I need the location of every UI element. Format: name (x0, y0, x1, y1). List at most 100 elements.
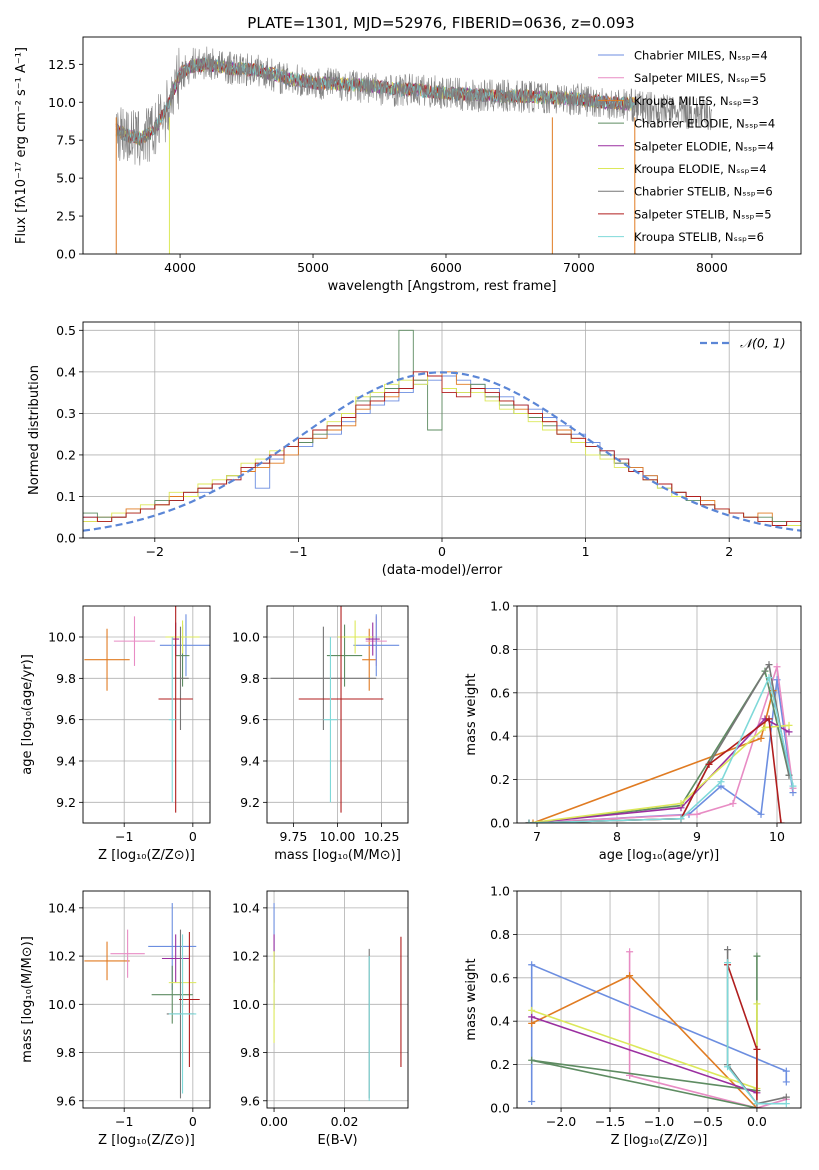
x-axis-label: mass [log₁₀(M/M⊙)] (274, 848, 401, 863)
x-tick-label: 1 (582, 544, 590, 559)
series-marker (529, 819, 537, 823)
plot-area (270, 606, 400, 813)
y-tick-label: 0.4 (490, 1014, 510, 1029)
series-marker (626, 948, 634, 956)
series-line (528, 675, 794, 823)
series-marker (757, 810, 765, 818)
y-tick-label: 0.6 (490, 970, 510, 985)
y-tick-label: 10.2 (232, 949, 260, 964)
series-line (528, 724, 790, 823)
y-tick-label: 9.2 (56, 795, 76, 810)
series-line (531, 1016, 758, 1094)
errorbar-point (168, 934, 197, 1094)
legend-label: Kroupa ELODIE, Nₛₛₚ=4 (634, 162, 767, 176)
x-tick-label: 7000 (563, 260, 595, 275)
series-marker (626, 972, 634, 980)
series-marker (528, 1097, 536, 1105)
series-marker (724, 959, 732, 967)
axes-frame (516, 605, 802, 824)
x-tick-label: 4000 (164, 260, 196, 275)
axes-frame (266, 605, 409, 824)
x-tick-label: −2.0 (546, 1114, 576, 1129)
legend-label: Kroupa STELIB, Nₛₛₚ=6 (634, 230, 764, 244)
series-marker (753, 1100, 761, 1108)
series-marker (677, 799, 685, 807)
series-marker (782, 1093, 790, 1101)
series-marker (528, 1019, 536, 1027)
errorbar-point (298, 606, 384, 813)
y-tick-label: 9.8 (56, 1045, 76, 1060)
y-tick-label: 0.0 (490, 816, 510, 831)
gaussian-curve (83, 371, 801, 532)
plot-area (84, 903, 200, 1099)
y-tick-label: 10.0 (48, 95, 76, 110)
legend-label: Chabrier STELIB, Nₛₛₚ=6 (634, 185, 773, 199)
y-tick-label: 10.2 (48, 949, 76, 964)
axes-frame (82, 890, 211, 1109)
panel-massweight-vs-Z: −2.0 −1.5 −1.0 −0.5 0.0 0.0 0.2 0.4 0.6 0.8 1.0 Z [… (464, 884, 802, 1148)
plot-area (273, 903, 402, 1101)
errorbar-point (168, 637, 176, 803)
y-tick-label: 0.1 (56, 489, 76, 504)
errorbar-point (110, 929, 145, 978)
errorbar-point (353, 614, 400, 677)
plot-area (115, 46, 713, 254)
axes-frame (266, 890, 409, 1109)
legend-label: 𝒩(0, 1) (740, 336, 786, 351)
data-line (115, 46, 713, 166)
series-marker (789, 782, 797, 790)
panel-massweight-vs-age: 7 8 9 10 0.0 0.2 0.4 0.6 0.8 1.0 age [log₁₀(age/yr… (464, 599, 802, 863)
y-axis-label: mass [log₁₀(M/M⊙)] (20, 936, 35, 1063)
panel-age-vs-mass: 9.75 10.00 10.25 9.2 9.4 9.6 9.8 10.0 mass [log₁… (232, 605, 409, 863)
y-tick-label: 0.0 (56, 531, 76, 546)
y-tick-label: 0.3 (56, 406, 76, 421)
y-tick-label: 0.6 (490, 685, 510, 700)
y-tick-label: 0.4 (490, 729, 510, 744)
y-tick-label: 9.8 (240, 1045, 260, 1060)
x-axis-label: Z [log₁₀(Z/Z⊙)] (98, 848, 195, 863)
y-tick-label: 0.5 (56, 323, 76, 338)
y-axis-label: Flux [fλ10⁻¹⁷ erg cm⁻² s⁻¹ A⁻¹] (14, 47, 29, 244)
y-tick-label: 9.4 (240, 754, 260, 769)
x-tick-label: 0.0 (747, 1114, 767, 1129)
series-marker (693, 810, 701, 818)
figure-title: PLATE=1301, MJD=52976, FIBERID=0636, z=0… (247, 14, 634, 32)
x-tick-label: 0.02 (331, 1114, 359, 1129)
x-tick-label: 8 (613, 829, 621, 844)
axes-frame (82, 321, 802, 539)
series-line (528, 662, 790, 823)
y-tick-label: 0.0 (56, 247, 76, 262)
series-line (528, 717, 790, 823)
series-marker (782, 1078, 790, 1086)
series-marker (765, 715, 773, 723)
y-tick-label: 0.2 (490, 1057, 510, 1072)
panel-residuals: −2 −1 0 1 2 0.0 0.1 0.2 0.3 0.4 0.5 (data-model)/er… (27, 321, 802, 578)
x-tick-label: −0.5 (693, 1114, 723, 1129)
y-tick-label: 10.0 (48, 997, 76, 1012)
x-tick-label: 6000 (430, 260, 462, 275)
y-tick-label: 0.0 (490, 1101, 510, 1116)
plot-area (84, 606, 210, 813)
series-marker (785, 728, 793, 736)
errorbar-point (113, 616, 156, 666)
series-marker (528, 1006, 536, 1014)
series-marker (724, 1063, 732, 1071)
series-marker (717, 778, 725, 786)
errorbar-point (158, 606, 193, 813)
series-marker (782, 1100, 790, 1108)
series-marker (757, 734, 765, 742)
y-tick-label: 9.6 (56, 712, 76, 727)
x-tick-label: −1 (115, 829, 133, 844)
y-tick-label: 9.8 (240, 671, 260, 686)
y-tick-label: 10.4 (232, 900, 260, 915)
y-axis-label: mass weight (464, 673, 479, 755)
x-axis-label: Z [log₁₀(Z/Z⊙)] (98, 1133, 195, 1148)
errorbar-point (365, 622, 380, 656)
series-marker (785, 721, 793, 729)
x-tick-label: 0.00 (260, 1114, 288, 1129)
x-tick-label: 9.75 (280, 829, 308, 844)
series-marker (753, 1000, 761, 1008)
series-marker (724, 946, 732, 954)
legend: Chabrier MILES, Nₛₛₚ=4 Salpeter MILES, Nₛ… (598, 49, 775, 244)
